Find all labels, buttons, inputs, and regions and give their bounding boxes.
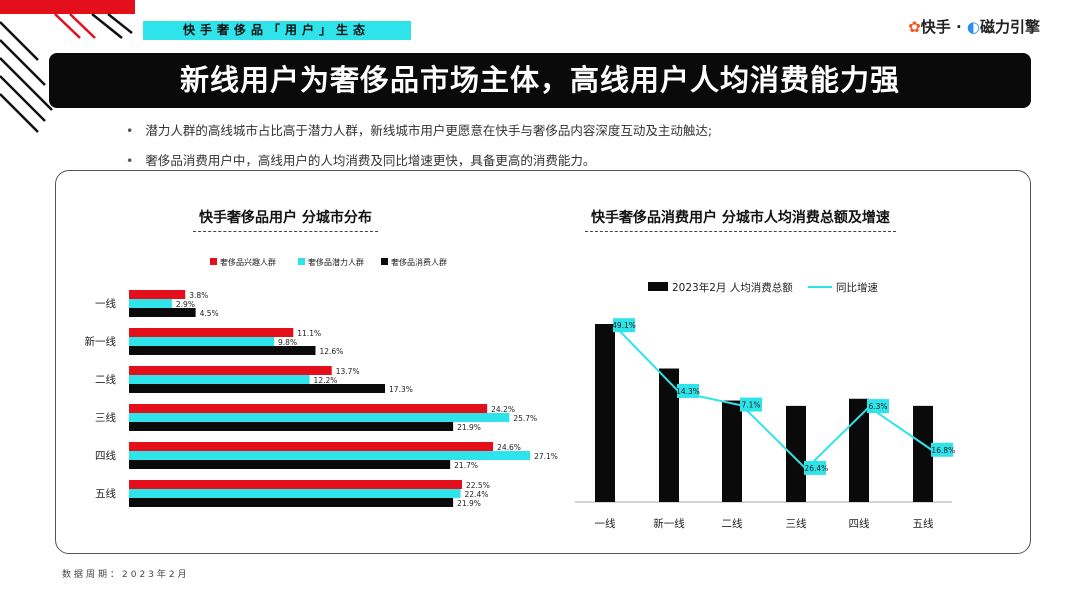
- right-chart-title: 快手奢侈品消费用户 分城市人均消费总额及增速: [585, 207, 896, 232]
- left-chart-title: 快手奢侈品用户 分城市分布: [193, 207, 378, 232]
- kuaishou-logo-icon: ✿: [908, 18, 921, 36]
- footer-note: 数据周期：2023年2月: [62, 570, 190, 580]
- charts-panel: [55, 170, 1031, 554]
- bullet-2: 奢侈品消费用户中，高线用户的人均消费及同比增速更快，具备更高的消费能力。: [126, 150, 595, 169]
- brand-separator: ·: [950, 18, 967, 36]
- section-label: 快手奢侈品「用户」生态: [143, 21, 411, 40]
- page-title: 新线用户为奢侈品市场主体，高线用户人均消费能力强: [49, 53, 1031, 108]
- diagonal-stripes-decoration: [0, 13, 133, 133]
- brand-logo: ✿快手 · ◐磁力引擎: [908, 16, 1040, 37]
- brand-cili: 磁力引擎: [979, 18, 1040, 36]
- bullet-1: 潜力人群的高线城市占比高于潜力人群，新线城市用户更愿意在快手与奢侈品内容深度互动…: [126, 120, 712, 139]
- top-red-bar: [0, 0, 135, 14]
- brand-kuaishou: 快手: [920, 18, 951, 36]
- cili-logo-icon: ◐: [966, 18, 980, 36]
